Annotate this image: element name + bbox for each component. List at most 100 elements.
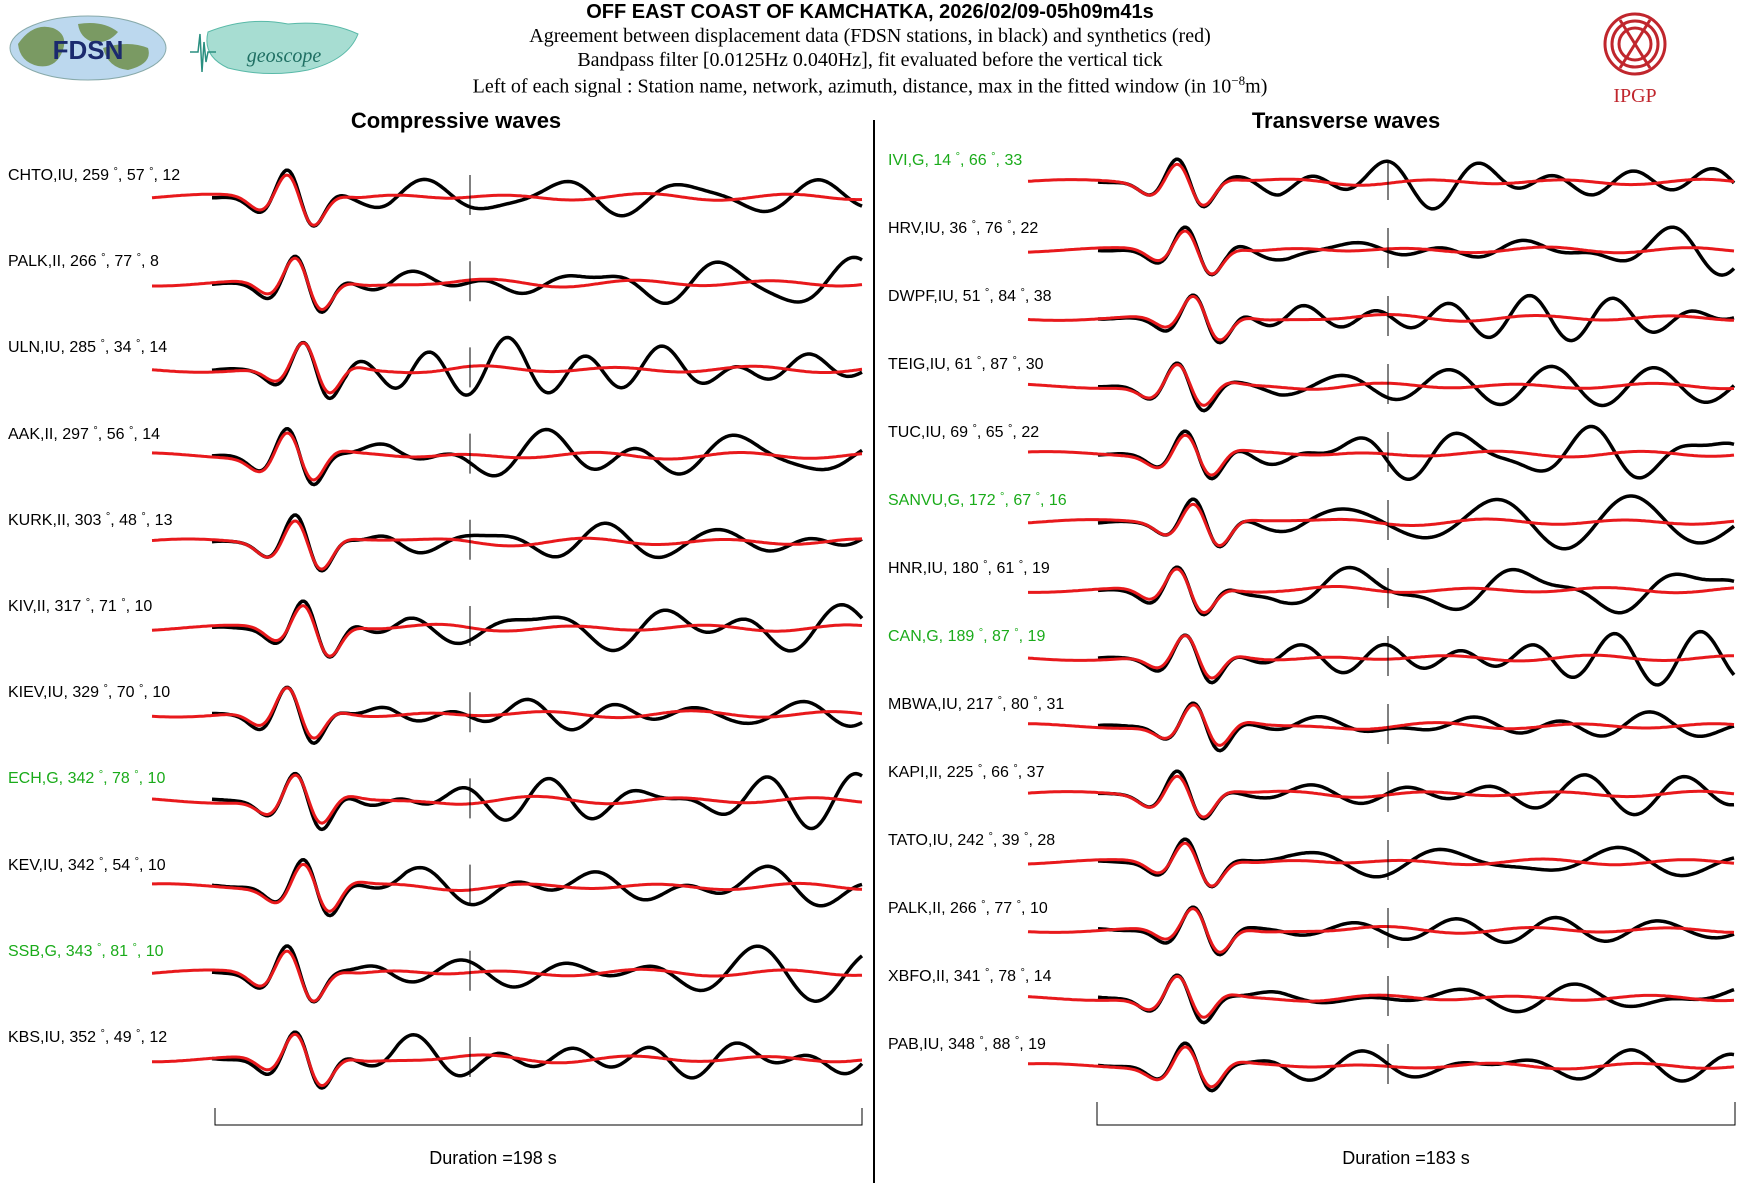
degree-sign: ° bbox=[976, 355, 982, 367]
station-distance: , 78 bbox=[103, 770, 135, 788]
station-label-tato: TATO,IU, 242 °, 39 °, 28 bbox=[888, 831, 1055, 850]
subtitle-line-1: Agreement between displacement data (FDS… bbox=[529, 25, 1211, 47]
station-distance: , 34 bbox=[104, 339, 137, 357]
station-max: , 22 bbox=[1012, 424, 1040, 441]
station-name-azimuth: PAB,IU, 348 bbox=[888, 1036, 980, 1053]
station-label-hrv: HRV,IU, 36 °, 76 °, 22 bbox=[888, 219, 1039, 238]
station-name-azimuth: KURK,II, 303 bbox=[8, 511, 106, 529]
degree-sign: ° bbox=[984, 287, 990, 299]
station-name-azimuth: CAN,G, 189 bbox=[888, 628, 979, 645]
station-label-mbwa: MBWA,IU, 217 °, 80 °, 31 bbox=[888, 695, 1064, 714]
station-max: , 14 bbox=[140, 339, 168, 357]
station-distance: , 88 bbox=[983, 1036, 1015, 1053]
degree-sign: ° bbox=[955, 151, 960, 163]
transverse-panel-title: Transverse waves bbox=[1251, 108, 1441, 133]
degree-sign: ° bbox=[100, 338, 105, 351]
station-name-azimuth: MBWA,IU, 217 bbox=[888, 696, 998, 713]
station-name-azimuth: HRV,IU, 36 bbox=[888, 220, 972, 237]
degree-sign: ° bbox=[103, 683, 108, 696]
station-max: , 22 bbox=[1011, 220, 1039, 237]
station-max: , 10 bbox=[143, 684, 171, 702]
station-label-hnr: HNR,IU, 180 °, 61 °, 19 bbox=[888, 559, 1050, 578]
station-name-azimuth: TUC,IU, 69 bbox=[888, 424, 973, 441]
station-name-azimuth: TEIG,IU, 61 bbox=[888, 356, 977, 373]
station-distance: , 39 bbox=[992, 832, 1025, 849]
synthetic-trace-dwpf bbox=[1027, 295, 1735, 342]
station-max: , 10 bbox=[138, 770, 166, 788]
station-name-azimuth: HNR,IU, 180 bbox=[888, 560, 984, 577]
station-distance: , 80 bbox=[1002, 696, 1034, 713]
degree-sign: ° bbox=[972, 423, 977, 435]
station-label-pab: PAB,IU, 348 °, 88 °, 19 bbox=[888, 1035, 1046, 1054]
station-max: , 38 bbox=[1024, 288, 1052, 305]
data-trace-ech bbox=[211, 771, 863, 832]
degree-sign: ° bbox=[1020, 287, 1025, 299]
degree-sign: ° bbox=[100, 1028, 105, 1040]
degree-sign: ° bbox=[1007, 219, 1012, 231]
ipgp-logo-text: IPGP bbox=[1613, 85, 1656, 106]
compressive-traces bbox=[151, 168, 864, 1090]
degree-sign: ° bbox=[971, 219, 977, 231]
station-max: , 37 bbox=[1017, 764, 1045, 781]
station-name-azimuth: ULN,IU, 285 bbox=[8, 339, 101, 357]
station-label-chto: CHTO,IU, 259 °, 57 °, 12 bbox=[8, 166, 180, 185]
station-distance: , 57 bbox=[117, 167, 150, 184]
degree-sign: ° bbox=[979, 1035, 984, 1047]
station-distance: , 67 bbox=[1004, 492, 1036, 509]
degree-sign: ° bbox=[93, 424, 98, 437]
data-trace-hnr bbox=[1097, 565, 1735, 617]
subtitle-line-3-exponent: −8 bbox=[1231, 73, 1246, 88]
station-max: , 14 bbox=[133, 425, 161, 443]
synthetic-trace-ssb bbox=[151, 949, 863, 1003]
station-max: , 19 bbox=[1019, 1036, 1046, 1053]
station-max: , 16 bbox=[1040, 492, 1067, 509]
degree-sign: ° bbox=[1008, 423, 1013, 435]
fdsn-logo-text: FDSN bbox=[53, 35, 124, 65]
station-name-azimuth: KIV,II, 317 bbox=[8, 598, 86, 615]
degree-sign: ° bbox=[128, 424, 134, 437]
synthetic-trace-kev bbox=[152, 862, 863, 913]
station-label-xbfo: XBFO,II, 341 °, 78 °, 14 bbox=[888, 967, 1052, 986]
geoscope-logo: geoscope bbox=[190, 20, 359, 75]
subtitle-line-3-prefix: Left of each signal : Station name, netw… bbox=[472, 75, 1232, 98]
geoscope-trace-shape bbox=[190, 33, 216, 73]
degree-sign: ° bbox=[1033, 695, 1038, 707]
compressive-panel-title: Compressive waves bbox=[350, 108, 562, 133]
synthetic-trace-tato bbox=[1027, 841, 1735, 888]
subtitle-line-2: Bandpass filter [0.0125Hz 0.040Hz], fit … bbox=[577, 49, 1163, 71]
ipgp-logo: IPGP bbox=[1603, 12, 1667, 106]
station-distance: , 54 bbox=[103, 856, 135, 874]
degree-sign: ° bbox=[134, 769, 139, 782]
station-label-kev: KEV,IU, 342 °, 54 °, 10 bbox=[8, 856, 166, 875]
synthetic-trace-can bbox=[1027, 634, 1734, 680]
station-label-ssb: SSB,G, 343 °, 81 °, 10 bbox=[8, 941, 164, 961]
degree-sign: ° bbox=[1024, 831, 1029, 843]
station-name-azimuth: CHTO,IU, 259 bbox=[8, 167, 114, 184]
synthetic-trace-aak bbox=[151, 431, 863, 482]
degree-sign: ° bbox=[132, 941, 137, 954]
station-distance: , 87 bbox=[983, 628, 1015, 645]
station-label-dwpf: DWPF,IU, 51 °, 84 °, 38 bbox=[888, 287, 1052, 306]
station-label-palk: PALK,II, 266 °, 77 °, 8 bbox=[8, 252, 159, 271]
degree-sign: ° bbox=[139, 683, 144, 696]
degree-sign: ° bbox=[149, 166, 154, 178]
station-distance: , 81 bbox=[101, 942, 133, 960]
degree-sign: ° bbox=[136, 1028, 141, 1040]
station-max: , 12 bbox=[140, 1029, 168, 1046]
station-name-azimuth: PALK,II, 266 bbox=[8, 253, 102, 271]
synthetic-trace-hnr bbox=[1028, 567, 1735, 615]
synthetic-trace-sanvu bbox=[1027, 502, 1735, 548]
station-distance: , 76 bbox=[976, 220, 1008, 237]
station-distance: , 61 bbox=[987, 560, 1019, 577]
station-distance: , 70 bbox=[107, 684, 140, 702]
degree-sign: ° bbox=[1013, 763, 1018, 775]
degree-sign: ° bbox=[101, 252, 106, 265]
station-name-azimuth: SANVU,G, 172 bbox=[888, 492, 1001, 509]
synthetic-trace-kiv bbox=[151, 604, 863, 658]
station-max: , 19 bbox=[1018, 628, 1046, 645]
station-name-azimuth: KEV,IU, 342 bbox=[8, 856, 100, 874]
degree-sign: ° bbox=[121, 597, 126, 609]
synthetic-trace-ech bbox=[151, 773, 863, 825]
synthetic-trace-ivi bbox=[1027, 162, 1735, 207]
station-max: , 10 bbox=[125, 598, 153, 615]
